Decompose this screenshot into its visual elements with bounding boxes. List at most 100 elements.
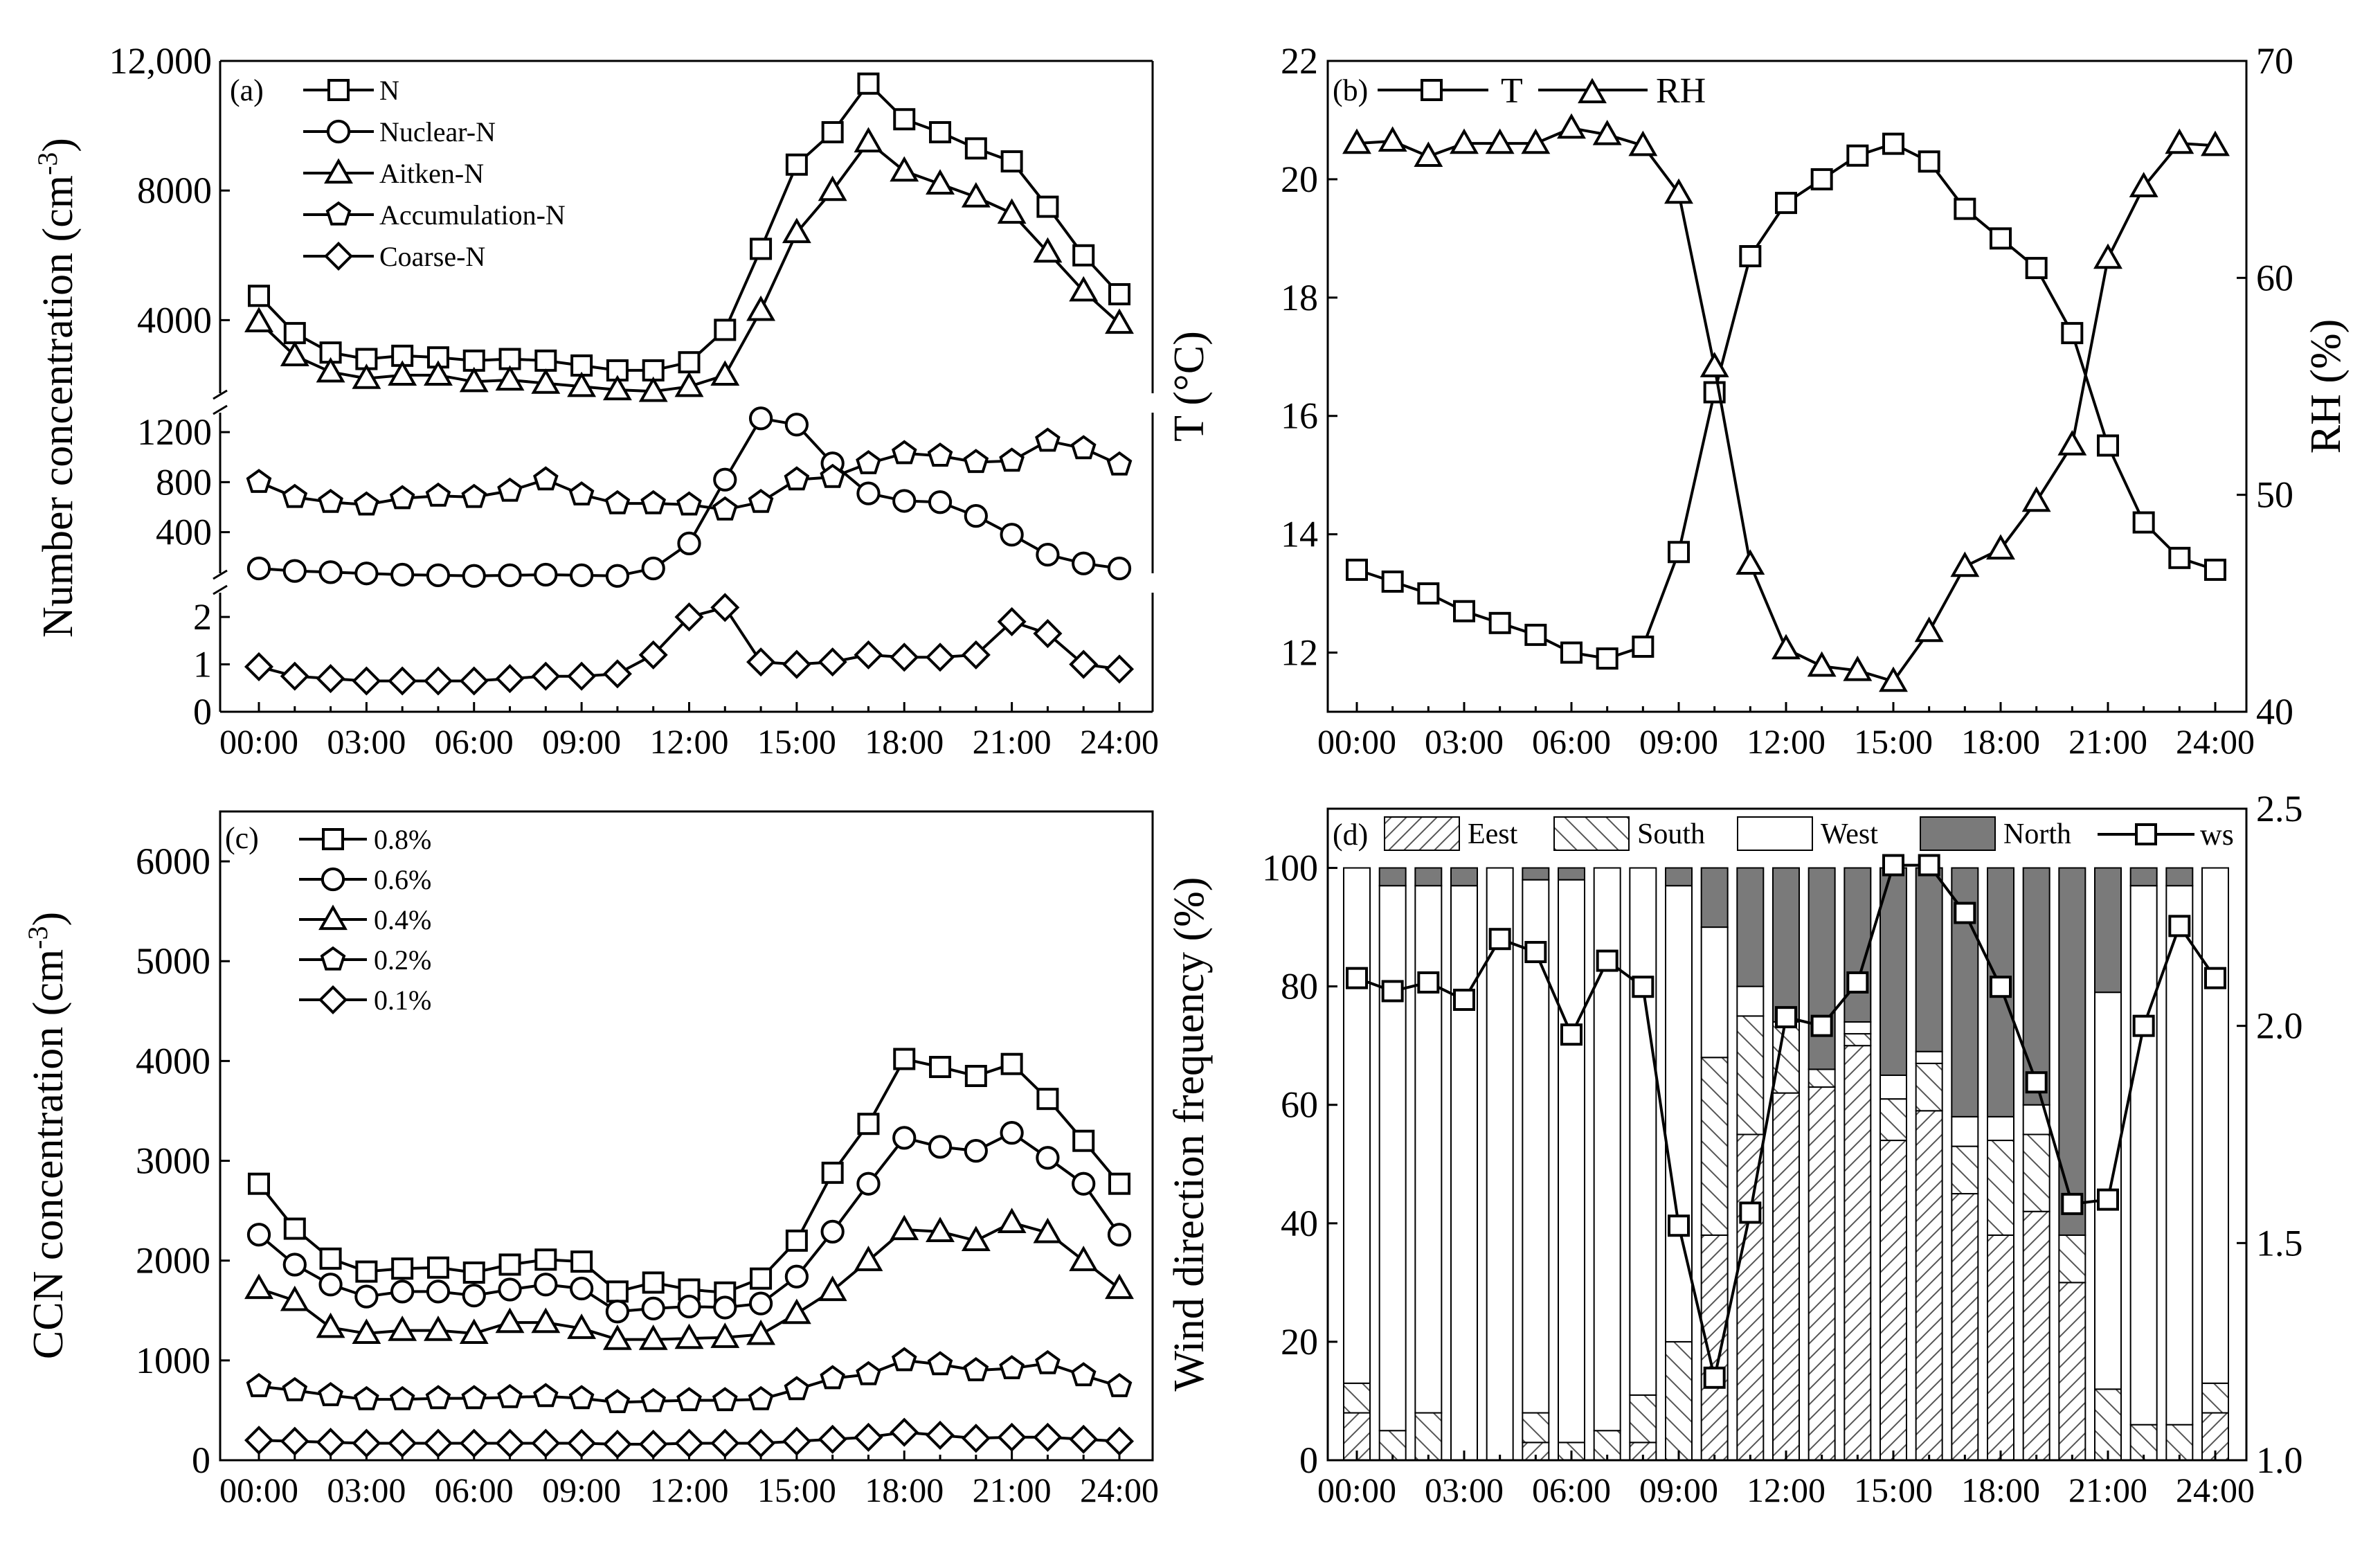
panel-a-point-Accumulation-N xyxy=(354,491,379,516)
panel-c-point-0.2% xyxy=(640,1388,667,1412)
panel-c-point-0.6% xyxy=(570,1276,594,1301)
panel-d-xtick-label: 21:00 xyxy=(2068,1471,2147,1509)
panel-d-point-ws xyxy=(2025,1071,2048,1094)
panel-c-line-0.8% xyxy=(258,1057,1121,1294)
panel-c-point-0.2% xyxy=(927,1351,953,1376)
panel-d-legend-label: ws xyxy=(2200,818,2234,852)
panel-a-point-Nuclear-N xyxy=(282,559,307,583)
panel-c-point-0.2% xyxy=(748,1385,774,1410)
panel-d-bar-West xyxy=(1558,879,1585,1444)
panel-b-point-RH xyxy=(1950,551,1980,577)
panel-a-xtick-label: 00:00 xyxy=(219,722,298,761)
panel-c-ytick-label: 2000 xyxy=(136,1240,210,1282)
panel-c-point-0.4% xyxy=(352,1318,381,1345)
panel-d-point-ws xyxy=(1346,967,1368,989)
panel-b-point-T xyxy=(2132,511,2155,534)
panel-a-xtick-label: 06:00 xyxy=(435,722,514,761)
panel-a-ytick-label: 2 xyxy=(193,596,212,638)
panel-d-bar-South xyxy=(1414,1412,1443,1461)
panel-a-point-Nuclear-N xyxy=(1107,556,1132,581)
panel-d-bar-South xyxy=(2201,1382,2229,1414)
panel-a-point-Coarse-N xyxy=(1033,619,1063,649)
panel-c-point-0.6% xyxy=(1000,1121,1024,1145)
panel-d-xtick-label: 03:00 xyxy=(1425,1471,1504,1509)
panel-a-point-Accumulation-N xyxy=(891,440,917,465)
panel-b-xtick-label: 24:00 xyxy=(2176,722,2255,761)
panel-a-point-Nuclear-N xyxy=(1036,542,1060,567)
panel-c-point-0.4% xyxy=(638,1325,668,1350)
panel-c-point-0.4% xyxy=(388,1316,417,1341)
panel-a-point-N xyxy=(283,322,306,345)
panel-c-point-0.4% xyxy=(926,1217,955,1243)
panel-d-bar-West xyxy=(1486,867,1514,1461)
panel-b-ytick-label: 20 xyxy=(1281,159,1318,200)
panel-b-point-RH xyxy=(1485,128,1515,154)
panel-a-axis-break xyxy=(213,569,228,580)
panel-b-point-RH xyxy=(1342,128,1371,154)
panel-a-point-Aitken-N xyxy=(352,363,381,389)
panel-a-point-Nuclear-N xyxy=(784,413,809,437)
panel-c-xtick-label: 12:00 xyxy=(650,1471,729,1509)
panel-d-point-ws xyxy=(1990,976,2012,998)
panel-c-legend-marker xyxy=(320,946,346,971)
panel-a-point-Aitken-N xyxy=(280,341,309,366)
panel-c-point-0.6% xyxy=(1072,1172,1096,1196)
panel-d-ytick-right-label: 2.5 xyxy=(2256,788,2303,829)
panel-c-point-0.1% xyxy=(746,1428,776,1458)
panel-b-point-T xyxy=(1954,197,1976,220)
panel-d-bar-West xyxy=(2129,885,2158,1426)
panel-a-point-Nuclear-N xyxy=(318,560,343,584)
panel-d-point-ws xyxy=(1417,971,1440,994)
panel-b-legend-marker xyxy=(1421,79,1443,101)
panel-a-point-N xyxy=(248,285,270,307)
panel-a-point-Nuclear-N xyxy=(1072,551,1096,575)
panel-c-point-0.2% xyxy=(461,1385,487,1410)
panel-d-xtick-label: 15:00 xyxy=(1854,1471,1933,1509)
panel-c-point-0.8% xyxy=(606,1280,629,1303)
panel-b-point-RH xyxy=(1914,616,1944,643)
panel-c-point-0.1% xyxy=(602,1429,632,1459)
panel-a-legend-marker xyxy=(325,201,352,226)
panel-d-bar-South xyxy=(1736,1015,1765,1135)
panel-c-xtick-label: 03:00 xyxy=(327,1471,406,1509)
panel-b-point-T xyxy=(1846,144,1869,167)
panel-d-bar-West xyxy=(1951,1115,1979,1147)
panel-a-point-N xyxy=(714,318,737,341)
panel-d-ylabel: Wind direction frequency (%) xyxy=(1166,877,1213,1392)
panel-c-point-0.1% xyxy=(280,1426,309,1456)
panel-a-axis-break xyxy=(213,389,228,400)
panel-c-point-0.6% xyxy=(390,1280,415,1304)
panel-b-point-RH xyxy=(1986,534,2015,560)
panel-a-ytick-label: 1200 xyxy=(137,411,212,453)
panel-b-xtick-label: 21:00 xyxy=(2068,722,2147,761)
panel-a-point-Nuclear-N xyxy=(641,556,665,581)
panel-c-point-0.4% xyxy=(710,1322,740,1348)
panel-a-xtick-label: 21:00 xyxy=(973,722,1052,761)
panel-a-ytick-label: 400 xyxy=(156,512,212,553)
panel-b-point-RH xyxy=(1664,178,1693,204)
panel-d-legend-marker xyxy=(2135,823,2157,845)
panel-a-point-N xyxy=(1036,195,1059,218)
panel-d-bar-North xyxy=(1807,867,1836,1070)
panel-b-point-T xyxy=(1775,192,1797,215)
panel-a-point-Coarse-N xyxy=(602,659,632,689)
panel-a-point-N xyxy=(893,108,916,131)
panel-a-point-Nuclear-N xyxy=(462,564,486,588)
panel-a-xtick-label: 18:00 xyxy=(865,722,944,761)
panel-a-point-Coarse-N xyxy=(280,661,309,691)
panel-d-bar-Eest xyxy=(1736,1133,1765,1461)
panel-a-point-Aitken-N xyxy=(1033,237,1063,263)
panel-d-bar-West xyxy=(1915,1050,1943,1064)
panel-a-point-Aitken-N xyxy=(710,360,740,386)
panel-a-ytick-label: 12,000 xyxy=(109,40,213,82)
panel-d-bar-South xyxy=(1343,1382,1371,1414)
panel-c-point-0.4% xyxy=(316,1312,345,1338)
panel-d-ytick-right-label: 1.0 xyxy=(2256,1439,2303,1481)
panel-c-point-0.4% xyxy=(602,1325,632,1350)
panel-d-bar-North xyxy=(1558,867,1585,881)
panel-d-bar-North xyxy=(2094,867,2122,994)
panel-d-bar-North xyxy=(2129,867,2158,887)
panel-d-bar-Eest xyxy=(1843,1045,1872,1461)
panel-a-point-Accumulation-N xyxy=(1035,427,1061,452)
panel-d-xtick-label: 24:00 xyxy=(2176,1471,2255,1509)
